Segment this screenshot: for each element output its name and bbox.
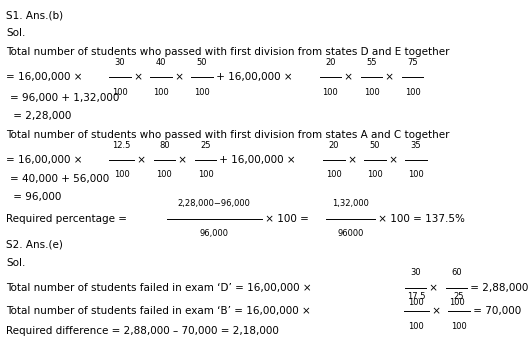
Text: 100: 100 (156, 171, 172, 180)
Text: 17.5: 17.5 (407, 292, 426, 301)
Text: 100: 100 (112, 88, 128, 97)
Text: = 96,000: = 96,000 (10, 192, 61, 202)
Text: ×: × (172, 72, 187, 82)
Text: 100: 100 (408, 171, 424, 180)
Text: + 16,00,000 ×: + 16,00,000 × (213, 72, 296, 82)
Text: 30: 30 (410, 268, 421, 277)
Text: 96,000: 96,000 (200, 229, 229, 238)
Text: Total number of students who passed with first division from states D and E toge: Total number of students who passed with… (6, 47, 450, 57)
Text: 25: 25 (454, 292, 464, 301)
Text: 100: 100 (114, 171, 130, 180)
Text: 35: 35 (411, 141, 421, 150)
Text: + 16,00,000 ×: + 16,00,000 × (216, 155, 299, 165)
Text: 50: 50 (370, 141, 380, 150)
Text: ×: × (341, 72, 356, 82)
Text: 100: 100 (367, 171, 383, 180)
Text: 100: 100 (408, 298, 423, 307)
Text: ×: × (175, 155, 190, 165)
Text: 12.5: 12.5 (112, 141, 131, 150)
Text: Required percentage =: Required percentage = (6, 214, 131, 224)
Text: = 16,00,000 ×: = 16,00,000 × (6, 72, 86, 82)
Text: = 96,000 + 1,32,000: = 96,000 + 1,32,000 (10, 93, 119, 103)
Text: 2,28,000−96,000: 2,28,000−96,000 (178, 199, 251, 208)
Text: 100: 100 (409, 322, 424, 331)
Text: ×: × (386, 155, 401, 165)
Text: 75: 75 (408, 58, 418, 67)
Text: S1. Ans.(b): S1. Ans.(b) (6, 11, 63, 21)
Text: 100: 100 (363, 88, 379, 97)
Text: ×: × (134, 155, 149, 165)
Text: Total number of students failed in exam ‘B’ = 16,00,000 ×: Total number of students failed in exam … (6, 306, 314, 316)
Text: Sol.: Sol. (6, 29, 26, 38)
Text: 100: 100 (197, 171, 213, 180)
Text: Total number of students who passed with first division from states A and C toge: Total number of students who passed with… (6, 130, 450, 140)
Text: 50: 50 (197, 58, 207, 67)
Text: 96000: 96000 (338, 229, 364, 238)
Text: ×: × (382, 72, 397, 82)
Text: 55: 55 (366, 58, 377, 67)
Text: 100: 100 (451, 322, 467, 331)
Text: 100: 100 (322, 88, 338, 97)
Text: Required difference = 2,88,000 – 70,000 = 2,18,000: Required difference = 2,88,000 – 70,000 … (6, 326, 279, 336)
Text: 30: 30 (115, 58, 126, 67)
Text: 100: 100 (405, 88, 420, 97)
Text: 80: 80 (159, 141, 170, 150)
Text: ×: × (426, 283, 442, 293)
Text: 100: 100 (153, 88, 169, 97)
Text: 100: 100 (194, 88, 210, 97)
Text: 100: 100 (326, 171, 342, 180)
Text: 20: 20 (325, 58, 336, 67)
Text: 100: 100 (449, 298, 464, 307)
Text: = 2,88,000: = 2,88,000 (468, 283, 529, 293)
Text: Sol.: Sol. (6, 258, 26, 268)
Text: = 40,000 + 56,000: = 40,000 + 56,000 (10, 174, 109, 184)
Text: = 2,28,000: = 2,28,000 (10, 111, 71, 121)
Text: × 100 = 137.5%: × 100 = 137.5% (375, 214, 465, 224)
Text: 20: 20 (329, 141, 339, 150)
Text: = 16,00,000 ×: = 16,00,000 × (6, 155, 86, 165)
Text: ×: × (131, 72, 146, 82)
Text: ×: × (429, 306, 444, 316)
Text: = 70,000: = 70,000 (470, 306, 521, 316)
Text: 40: 40 (156, 58, 167, 67)
Text: 60: 60 (451, 268, 462, 277)
Text: ×: × (345, 155, 360, 165)
Text: × 100 =: × 100 = (262, 214, 312, 224)
Text: 1,32,000: 1,32,000 (332, 199, 369, 208)
Text: S2. Ans.(e): S2. Ans.(e) (6, 240, 63, 250)
Text: 25: 25 (200, 141, 211, 150)
Text: Total number of students failed in exam ‘D’ = 16,00,000 ×: Total number of students failed in exam … (6, 283, 315, 293)
